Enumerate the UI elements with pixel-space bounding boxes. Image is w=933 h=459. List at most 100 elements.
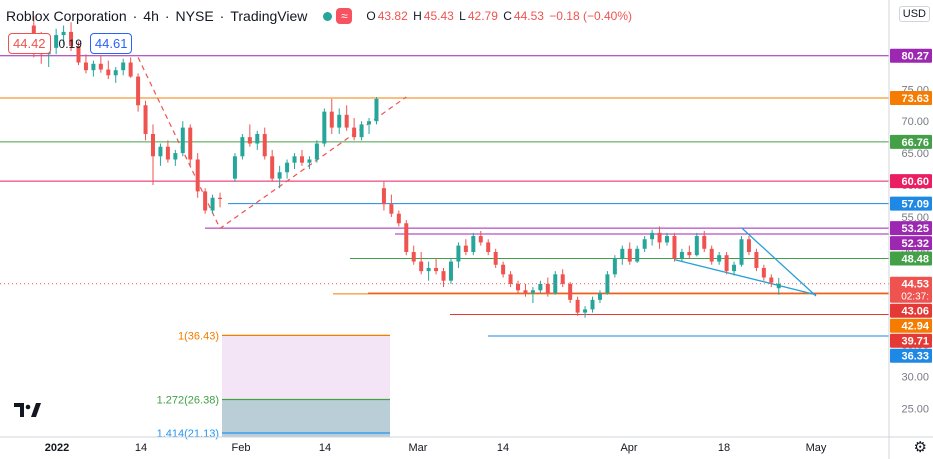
candle-body xyxy=(545,283,550,294)
candle xyxy=(307,156,312,170)
candle xyxy=(448,258,453,284)
price-tag-bg xyxy=(890,318,932,333)
fib-extension-zone[interactable]: 1(36.43) 1.272(26.38) 1.414(21.13) xyxy=(157,330,390,440)
candle-body xyxy=(150,133,155,157)
candle-body xyxy=(441,271,446,281)
candle xyxy=(739,236,744,267)
candle-body xyxy=(501,264,506,275)
currency-selector[interactable]: USD xyxy=(898,6,930,22)
fib-level-label: 1.414(21.13) xyxy=(157,428,219,440)
candle xyxy=(314,140,319,163)
fib-level-label: 1(36.43) xyxy=(178,330,219,342)
candle xyxy=(612,255,617,278)
price-tag-label: 66.76 xyxy=(901,137,929,149)
candle xyxy=(672,232,677,262)
candle xyxy=(560,269,565,288)
y-tick-label: 70.00 xyxy=(901,116,929,128)
candle-body xyxy=(508,274,513,284)
candle-body xyxy=(299,156,304,163)
horizontal-levels[interactable] xyxy=(0,55,889,337)
candle xyxy=(717,251,722,265)
candle-body xyxy=(314,143,319,160)
pattern-drawings[interactable] xyxy=(137,57,817,297)
price-tag: 66.76 xyxy=(890,134,932,149)
candle xyxy=(419,251,424,275)
price-tag-bg xyxy=(890,48,932,63)
candle xyxy=(650,229,655,246)
market-open-dot-icon xyxy=(323,11,333,21)
high-value: 45.43 xyxy=(423,9,454,23)
candle xyxy=(262,127,267,160)
candle-body xyxy=(717,255,722,262)
candle-body xyxy=(91,63,96,71)
candle xyxy=(732,261,737,276)
candle xyxy=(389,194,394,217)
candle-body xyxy=(575,299,580,313)
candle xyxy=(776,277,781,295)
candle xyxy=(285,159,290,179)
candle xyxy=(113,66,118,83)
price-tag: 48.48 xyxy=(890,251,932,266)
candle xyxy=(620,245,625,265)
candle-body xyxy=(769,277,774,283)
candle-body xyxy=(307,159,312,163)
candle-body xyxy=(471,236,476,252)
candle-body xyxy=(657,232,662,243)
candle-body xyxy=(262,133,267,157)
candle-body xyxy=(590,299,595,310)
price-tag: 53.25 xyxy=(890,221,932,236)
spread-value: 0.19 xyxy=(58,36,82,51)
buy-button[interactable]: 44.61 xyxy=(89,33,133,54)
candle-body xyxy=(195,159,200,192)
candle-body xyxy=(113,70,118,76)
price-tag-label: 52.32 xyxy=(901,238,929,250)
tradingview-logo-icon[interactable] xyxy=(14,401,42,419)
price-tag-label: 44.53 xyxy=(901,279,929,291)
price-tag-bg xyxy=(890,276,932,303)
ohlc-values: O 43.82 H 45.43 L 42.79 C 44.53 −0.18 (−0.40… xyxy=(366,9,632,23)
candle-body xyxy=(54,35,59,48)
candle-body xyxy=(419,261,424,272)
separator-dot: · xyxy=(219,8,225,24)
candle-body xyxy=(143,105,148,134)
candle xyxy=(344,105,349,131)
candle xyxy=(359,121,364,141)
candle xyxy=(91,60,96,77)
sell-button[interactable]: 44.42 xyxy=(8,33,51,54)
interval-label[interactable]: 4h xyxy=(143,8,159,24)
close-value: 44.53 xyxy=(513,9,544,23)
candle-body xyxy=(352,127,357,138)
x-tick-label: Mar xyxy=(409,442,428,454)
candle xyxy=(694,232,699,257)
candle xyxy=(240,133,245,160)
symbol-name[interactable]: Roblox Corporation xyxy=(6,8,127,24)
delay-indicator-icon[interactable]: ≈ xyxy=(336,8,353,24)
candle xyxy=(769,274,774,288)
gear-icon[interactable]: ⚙ xyxy=(913,439,927,456)
candle-body xyxy=(359,124,364,138)
price-tag-bg xyxy=(890,236,932,251)
fib-level-label: 1.272(26.38) xyxy=(157,394,219,406)
price-tag-bg xyxy=(890,196,932,211)
candle-body xyxy=(426,267,431,272)
candle-body xyxy=(381,188,386,205)
price-tag-bg xyxy=(890,348,932,363)
candle xyxy=(501,261,506,278)
status-flags[interactable]: ≈ xyxy=(319,8,362,24)
candle-body xyxy=(732,264,737,272)
candle xyxy=(337,108,342,134)
candle xyxy=(754,248,759,272)
candle xyxy=(352,118,357,141)
fib-zone-lower xyxy=(222,399,390,437)
candle xyxy=(299,149,304,166)
candle-body xyxy=(367,121,372,125)
price-tag-label: 48.48 xyxy=(901,253,929,265)
candles[interactable] xyxy=(31,15,781,318)
candle-body xyxy=(709,248,714,262)
candle-body xyxy=(203,191,208,211)
candle-body xyxy=(702,236,707,249)
candle-body xyxy=(739,239,744,265)
price-tag: 80.27 xyxy=(890,48,932,63)
price-tag: 39.71 xyxy=(890,333,932,348)
